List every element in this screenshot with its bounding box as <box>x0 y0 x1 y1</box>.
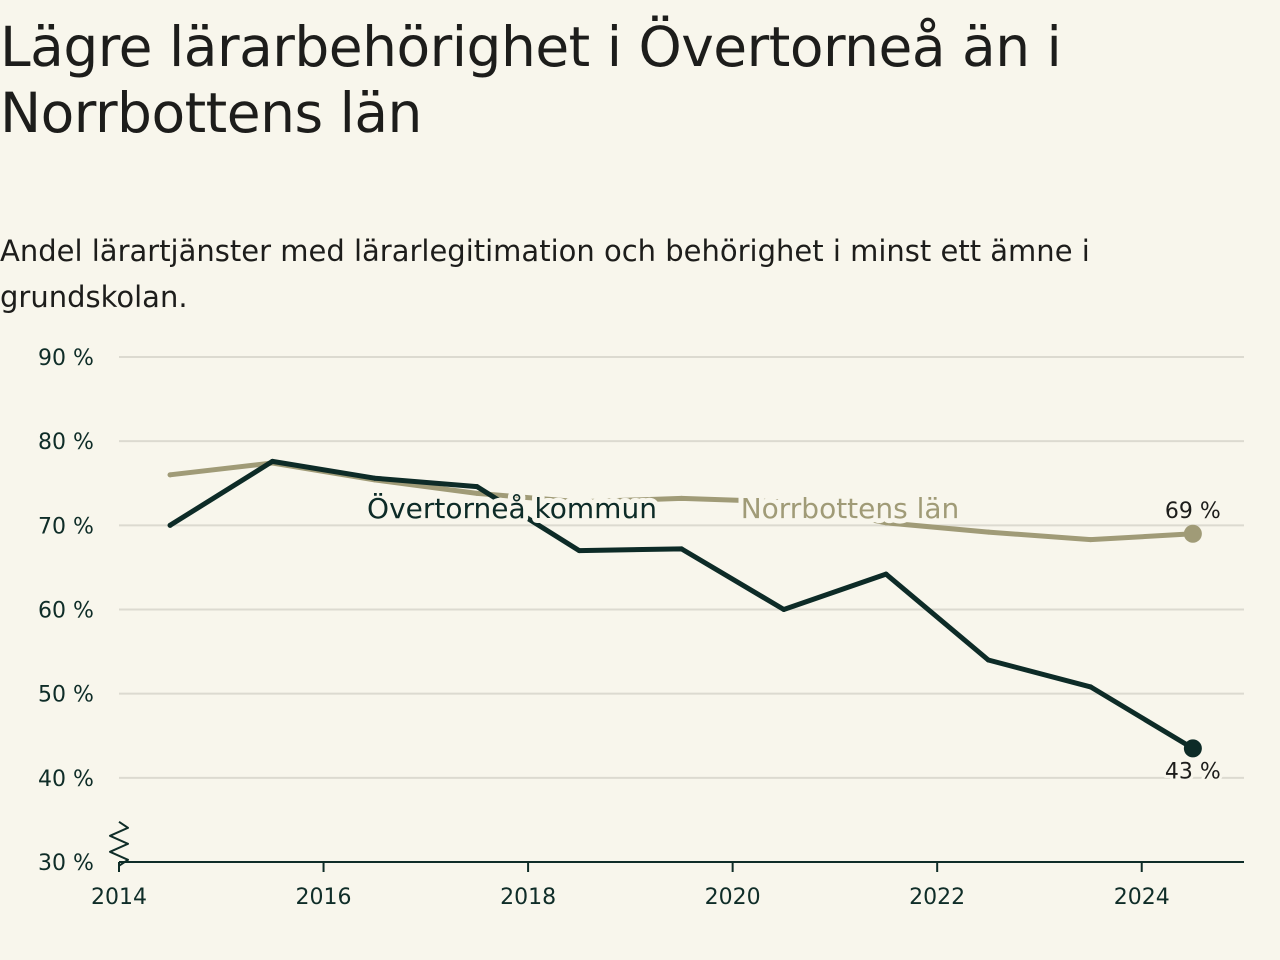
data-point-overtornea-4 <box>576 548 582 554</box>
end-value-label-overtornea: 43 % <box>1165 759 1221 784</box>
data-point-overtornea-0 <box>167 522 173 528</box>
end-label-halo-overtornea: 43 % <box>1165 759 1221 784</box>
data-point-overtornea-8 <box>985 657 991 663</box>
data-point-overtornea-3 <box>474 484 480 490</box>
series-label-halo-overtornea: Övertorneå kommun <box>367 491 657 525</box>
series-layer <box>167 458 1202 758</box>
x-tick-label-2014: 2014 <box>91 885 147 910</box>
y-tick-label-30: 30 % <box>38 851 94 876</box>
data-point-overtornea-1 <box>269 458 275 464</box>
end-point-norrbotten <box>1183 524 1202 543</box>
series-label-overtornea: Övertorneå kommun <box>367 491 657 525</box>
data-point-norrbotten-5 <box>679 495 684 501</box>
x-tick-label-2018: 2018 <box>500 885 556 910</box>
data-point-overtornea-9 <box>1088 684 1094 690</box>
data-point-norrbotten-3 <box>474 490 480 496</box>
y-tick-label-90: 90 % <box>38 346 94 371</box>
axis-break-icon <box>109 821 129 867</box>
data-point-overtornea-7 <box>883 571 889 577</box>
chart-subtitle: Andel lärartjänster med lärarlegitimatio… <box>0 234 1090 314</box>
end-label-halo-norrbotten: 69 % <box>1165 499 1221 524</box>
x-tick-label-2016: 2016 <box>296 885 352 910</box>
y-tick-label-40: 40 % <box>38 767 94 792</box>
end-value-label-norrbotten: 69 % <box>1165 499 1221 524</box>
x-axis: 2014 2016 2018 2020 2022 2024 <box>91 821 1244 910</box>
end-point-overtornea <box>1183 739 1202 758</box>
data-point-norrbotten-9 <box>1088 537 1094 543</box>
series-line-overtornea <box>167 458 1196 751</box>
series-label-norrbotten: Norrbottens län <box>741 492 960 525</box>
y-axis-ticks: 30 % 40 % 50 % 60 % 70 % 80 % 90 % <box>38 346 94 876</box>
data-point-norrbotten-8 <box>985 529 991 535</box>
y-tick-label-80: 80 % <box>38 430 94 455</box>
data-point-overtornea-6 <box>781 607 787 612</box>
data-point-norrbotten-7 <box>883 520 889 526</box>
y-tick-label-60: 60 % <box>38 599 94 624</box>
grid-lines <box>119 356 1244 779</box>
data-point-overtornea-5 <box>679 546 684 552</box>
x-tick-label-2022: 2022 <box>909 885 965 910</box>
series-label-halo-norrbotten: Norrbottens län <box>741 492 960 525</box>
y-tick-label-50: 50 % <box>38 683 94 708</box>
y-tick-label-70: 70 % <box>38 514 94 539</box>
data-point-norrbotten-4 <box>576 499 582 505</box>
series-line-norrbotten <box>167 460 1196 543</box>
x-tick-label-2020: 2020 <box>705 885 761 910</box>
data-point-norrbotten-6 <box>781 499 787 505</box>
chart-title: Lägre lärarbehörighet i Övertorneå än i … <box>0 15 1062 145</box>
x-tick-label-2024: 2024 <box>1114 885 1170 910</box>
data-point-overtornea-2 <box>372 475 378 481</box>
data-point-norrbotten-0 <box>167 472 173 478</box>
